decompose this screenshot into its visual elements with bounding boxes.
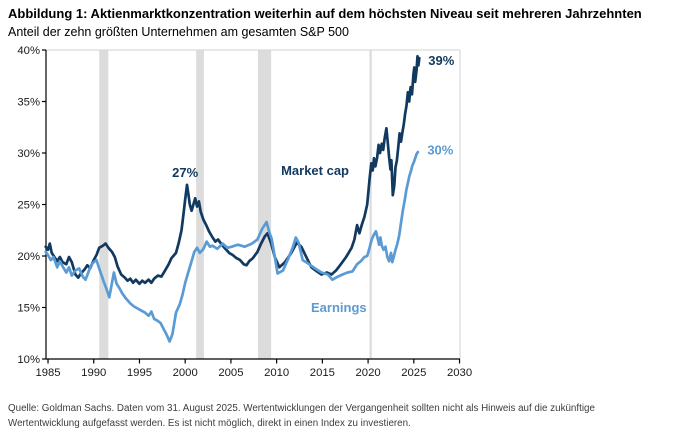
figure-title: Abbildung 1: Aktienmarktkonzentration we… <box>8 6 642 21</box>
x-axis-tick-label: 2020 <box>356 367 381 379</box>
x-axis-tick-label: 2030 <box>447 367 472 379</box>
recession-band <box>99 50 109 359</box>
figure-subtitle: Anteil der zehn größten Unternehmen am g… <box>8 25 349 39</box>
y-axis-tick-label: 25% <box>17 200 40 212</box>
y-axis-tick-label: 35% <box>17 97 40 109</box>
x-axis-tick-label: 2010 <box>264 367 289 379</box>
y-axis-tick-label: 40% <box>17 45 40 57</box>
market-cap-line <box>44 54 421 286</box>
x-axis-tick-label: 1995 <box>127 367 152 379</box>
y-axis-tick-label: 15% <box>17 303 40 315</box>
source-note: Quelle: Goldman Sachs. Daten vom 31. Aug… <box>8 401 692 431</box>
earnings-line <box>44 150 420 343</box>
y-axis-tick-label: 30% <box>17 148 40 160</box>
x-axis-tick-label: 2015 <box>310 367 335 379</box>
concentration-chart-svg: 10% 15% 20% 25% 30% 35% 40% 1985 1990 1995 2000 200… <box>17 45 472 379</box>
recession-band <box>257 50 272 359</box>
source-note-line1: Quelle: Goldman Sachs. Daten vom 31. Aug… <box>8 403 595 414</box>
x-axis-tick-label: 2005 <box>218 367 243 379</box>
x-axis-tick-label: 1985 <box>35 367 60 379</box>
recession-band <box>369 50 372 359</box>
annotation-earnings-label: Earnings <box>311 300 367 315</box>
source-note-line2: Wertentwicklung aufgefasst werden. Es is… <box>8 418 411 429</box>
x-axis-tick-label: 2025 <box>401 367 426 379</box>
y-axis-tick-label: 20% <box>17 251 40 263</box>
x-axis-tick-label: 2000 <box>173 367 198 379</box>
annotation-market-cap-end: 39% <box>428 53 454 68</box>
annotation-peak-2000: 27% <box>172 165 198 180</box>
annotation-earnings-end: 30% <box>427 142 453 157</box>
concentration-chart: 10% 15% 20% 25% 30% 35% 40% 1985 1990 1995 2000 200… <box>0 45 500 390</box>
y-axis-tick-label: 10% <box>17 354 40 366</box>
annotation-market-cap-label: Market cap <box>281 163 349 178</box>
x-axis-tick-label: 1990 <box>81 367 106 379</box>
